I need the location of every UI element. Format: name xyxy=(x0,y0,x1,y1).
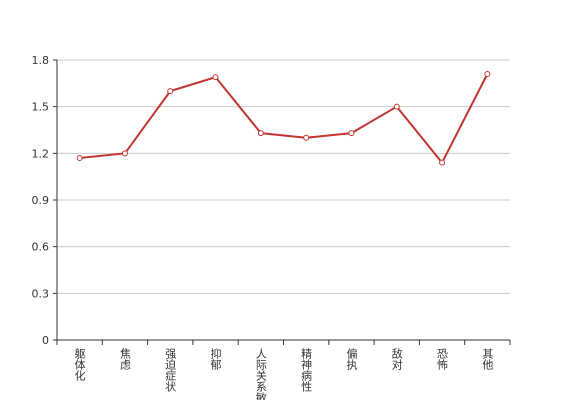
point xyxy=(439,159,446,166)
x-tick-label: 偏执 xyxy=(345,347,358,371)
x-tick-label: 其他 xyxy=(481,348,494,370)
point xyxy=(348,130,355,137)
y-tick-label: 1.2 xyxy=(32,147,50,160)
x-tick-label: 人际关系敏感 xyxy=(254,348,267,400)
x-tick-label: 精神病性 xyxy=(300,348,313,393)
x-tick-label: 强迫症状 xyxy=(164,348,177,392)
x-tick-label: 恐怖 xyxy=(436,348,449,370)
line xyxy=(79,73,489,165)
point xyxy=(212,74,219,81)
point xyxy=(393,103,400,110)
point xyxy=(303,134,310,141)
point xyxy=(257,130,264,137)
x-tick-label: 抑郁 xyxy=(209,347,222,370)
y-tick-label: 0.9 xyxy=(32,194,50,207)
point xyxy=(167,88,174,95)
x-tick-label: 敌对 xyxy=(390,347,403,370)
x-tick-label: 焦虑 xyxy=(118,348,131,370)
y-tick-label: 1.5 xyxy=(32,101,50,114)
point xyxy=(121,150,128,157)
y-tick-label: 0 xyxy=(42,334,49,347)
y-tick-label: 0.3 xyxy=(32,287,50,300)
y-tick-label: 0.6 xyxy=(32,241,50,254)
y-tick-label: 1.8 xyxy=(32,54,50,67)
point xyxy=(76,155,83,161)
point xyxy=(484,71,491,77)
x-tick-label: 躯体化 xyxy=(73,348,86,382)
